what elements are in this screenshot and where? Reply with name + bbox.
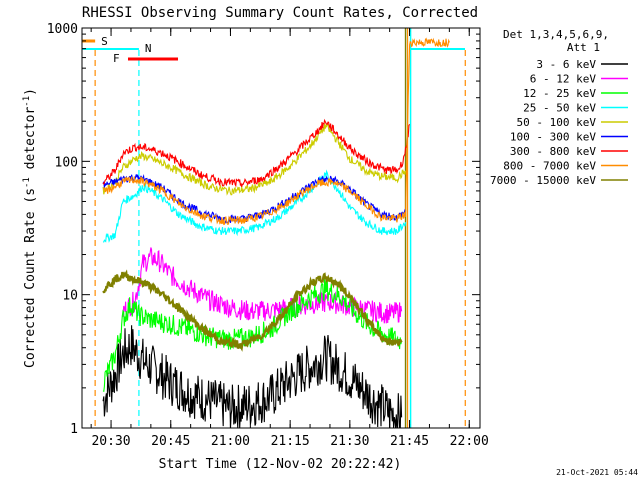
legend-label: 12 - 25 keV	[523, 87, 596, 100]
legend-label: 800 - 7000 keV	[503, 160, 596, 173]
axes: 1 10 100 1000 20:30 20:45 21:00 21:15 21:30 21:45…	[47, 22, 489, 449]
x-tick-label: 20:30	[91, 434, 130, 449]
y-axis-label: Corrected Count Rate (s-1 detector-1)	[22, 88, 38, 368]
x-tick-label: 20:45	[151, 434, 190, 449]
series-line	[103, 37, 450, 226]
footer-date: 21-Oct-2021 05:44	[556, 468, 638, 477]
series-line	[102, 269, 403, 352]
series-line	[102, 122, 407, 196]
n-marker-label: N	[145, 42, 152, 55]
y-tick-label: 1000	[47, 22, 78, 37]
chart-title: RHESSI Observing Summary Count Rates, Co…	[82, 5, 478, 21]
y-tick-label: 10	[62, 289, 78, 304]
series-line	[102, 279, 403, 393]
series-line	[102, 169, 407, 243]
s-marker-label: S	[101, 35, 108, 48]
legend-header-line2: Att 1	[567, 41, 600, 54]
legend-header-line1: Det 1,3,4,5,6,9,	[503, 28, 609, 41]
x-tick-label: 21:45	[390, 434, 429, 449]
f-marker-label: F	[113, 52, 120, 65]
x-tick-label: 22:00	[450, 434, 489, 449]
x-axis-label: Start Time (12-Nov-02 20:22:42)	[159, 457, 402, 472]
legend-label: 100 - 300 keV	[510, 131, 596, 144]
legend-label: 300 - 800 keV	[510, 145, 596, 158]
series-line	[102, 325, 403, 429]
series-line	[102, 118, 411, 188]
x-tick-label: 21:30	[330, 434, 369, 449]
plot-frame	[81, 27, 481, 429]
legend-label: 6 - 12 keV	[530, 73, 597, 86]
legend-label: 7000 - 15000 keV	[490, 174, 596, 187]
legend-label: 3 - 6 keV	[536, 58, 596, 71]
y-tick-label: 100	[55, 155, 78, 170]
legend-label: 25 - 50 keV	[523, 102, 596, 115]
x-tick-label: 21:00	[211, 434, 250, 449]
y-tick-label: 1	[70, 422, 78, 437]
legend: Det 1,3,4,5,6,9, Att 1 3 - 6 keV 6 - 12 k…	[490, 28, 628, 187]
legend-label: 50 - 100 keV	[517, 116, 597, 129]
series-layer	[102, 37, 450, 429]
x-tick-label: 21:15	[271, 434, 310, 449]
series-line	[122, 247, 403, 324]
